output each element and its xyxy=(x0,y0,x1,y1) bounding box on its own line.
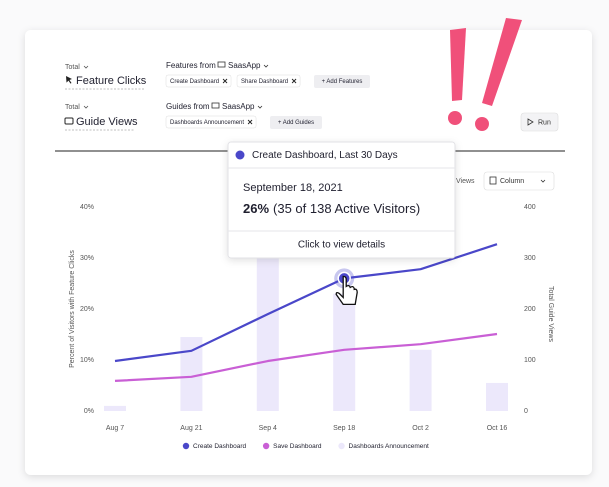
bar[interactable] xyxy=(256,258,279,411)
y2-tick-label: 100 xyxy=(524,357,536,364)
column-icon xyxy=(489,176,497,185)
tooltip-dot xyxy=(235,150,245,160)
chevron xyxy=(83,65,89,69)
chip[interactable] xyxy=(236,74,301,88)
app-icon xyxy=(211,102,220,109)
legend-label[interactable]: Dashboards Announcement xyxy=(349,443,429,450)
x-tick-label: Oct 16 xyxy=(487,425,508,432)
legend-label[interactable]: Save Dashboard xyxy=(273,443,322,450)
remove-icon[interactable] xyxy=(222,78,228,84)
bar[interactable] xyxy=(486,382,508,411)
app[interactable]: SaasApp xyxy=(228,61,261,70)
chip[interactable] xyxy=(165,115,257,129)
column-label[interactable]: Column xyxy=(500,178,524,185)
chip-label: Share Dashboard xyxy=(241,79,288,85)
chart-type-select[interactable] xyxy=(483,171,555,191)
y-tick-label: 0% xyxy=(84,408,94,415)
x-tick-label: Sep 18 xyxy=(333,425,355,432)
bar[interactable] xyxy=(104,405,126,411)
tooltip-title: Create Dashboard, Last 30 Days xyxy=(252,150,398,161)
tooltip-detail: (35 of 138 Active Visitors) xyxy=(273,201,420,216)
chip-label: Create Dashboard xyxy=(170,79,219,85)
legend-label[interactable]: Create Dashboard xyxy=(193,443,246,450)
remove-icon[interactable] xyxy=(291,78,297,84)
y2-axis-title: Total Guide Views xyxy=(547,286,554,342)
line xyxy=(114,243,498,363)
add-button[interactable] xyxy=(270,116,322,129)
y2-tick-label: 0 xyxy=(524,408,528,415)
run-button[interactable] xyxy=(520,112,559,132)
y-tick-label: 40% xyxy=(80,204,94,211)
x-tick-label: Aug 21 xyxy=(180,425,202,432)
tooltip[interactable]: Create Dashboard, Last 30 Days September… xyxy=(227,141,456,259)
chip[interactable] xyxy=(165,74,232,88)
y-tick-label: 30% xyxy=(80,255,94,262)
chip-label: Dashboards Announcement xyxy=(170,120,244,126)
views-label: Views xyxy=(456,178,475,185)
remove-icon[interactable] xyxy=(247,119,253,125)
y2-tick-label: 400 xyxy=(524,204,536,211)
decoration xyxy=(448,18,522,131)
total-label[interactable]: Total xyxy=(65,104,80,111)
line xyxy=(114,332,498,383)
legend-swatch xyxy=(338,442,345,450)
cursor-icon xyxy=(66,76,72,84)
bar[interactable] xyxy=(180,337,203,411)
tooltip-action[interactable]: Click to view details xyxy=(298,240,385,251)
bar[interactable] xyxy=(333,293,356,411)
hand-cursor xyxy=(335,275,358,306)
tooltip-percent: 26% xyxy=(243,201,269,216)
tooltip-date: September 18, 2021 xyxy=(243,182,343,194)
legend-swatch xyxy=(262,442,270,450)
chevron xyxy=(83,105,89,109)
metric[interactable]: Guide Views xyxy=(76,116,138,128)
source-label: Guides from xyxy=(166,102,210,111)
add-button[interactable] xyxy=(314,75,370,88)
chevron xyxy=(540,179,546,183)
tooltip-value: 26% (35 of 138 Active Visitors) xyxy=(243,201,420,216)
source-label: Features from xyxy=(166,61,216,70)
app[interactable]: SaasApp xyxy=(222,102,255,111)
run-icon xyxy=(527,118,534,126)
add-label[interactable]: + Add Guides xyxy=(278,120,314,126)
metric[interactable]: Feature Clicks xyxy=(76,75,147,87)
legend-swatch xyxy=(182,442,190,450)
y2-tick-label: 200 xyxy=(524,306,536,313)
y-tick-label: 20% xyxy=(80,306,94,313)
tooltip-box[interactable] xyxy=(227,141,456,259)
run-label[interactable]: Run xyxy=(538,119,551,126)
chevron xyxy=(263,64,269,68)
bar[interactable] xyxy=(409,349,432,411)
y-tick-label: 10% xyxy=(80,357,94,364)
chevron xyxy=(257,105,263,109)
add-label[interactable]: + Add Features xyxy=(322,79,363,85)
x-tick-label: Oct 2 xyxy=(412,425,429,432)
guide-icon xyxy=(64,117,74,125)
total-label[interactable]: Total xyxy=(65,64,80,71)
y-axis-title: Percent of Visitors with Feature Clicks xyxy=(69,250,76,368)
app-icon xyxy=(217,61,226,68)
x-tick-label: Aug 7 xyxy=(106,425,124,432)
y2-tick-label: 300 xyxy=(524,255,536,262)
x-tick-label: Sep 4 xyxy=(259,425,277,432)
